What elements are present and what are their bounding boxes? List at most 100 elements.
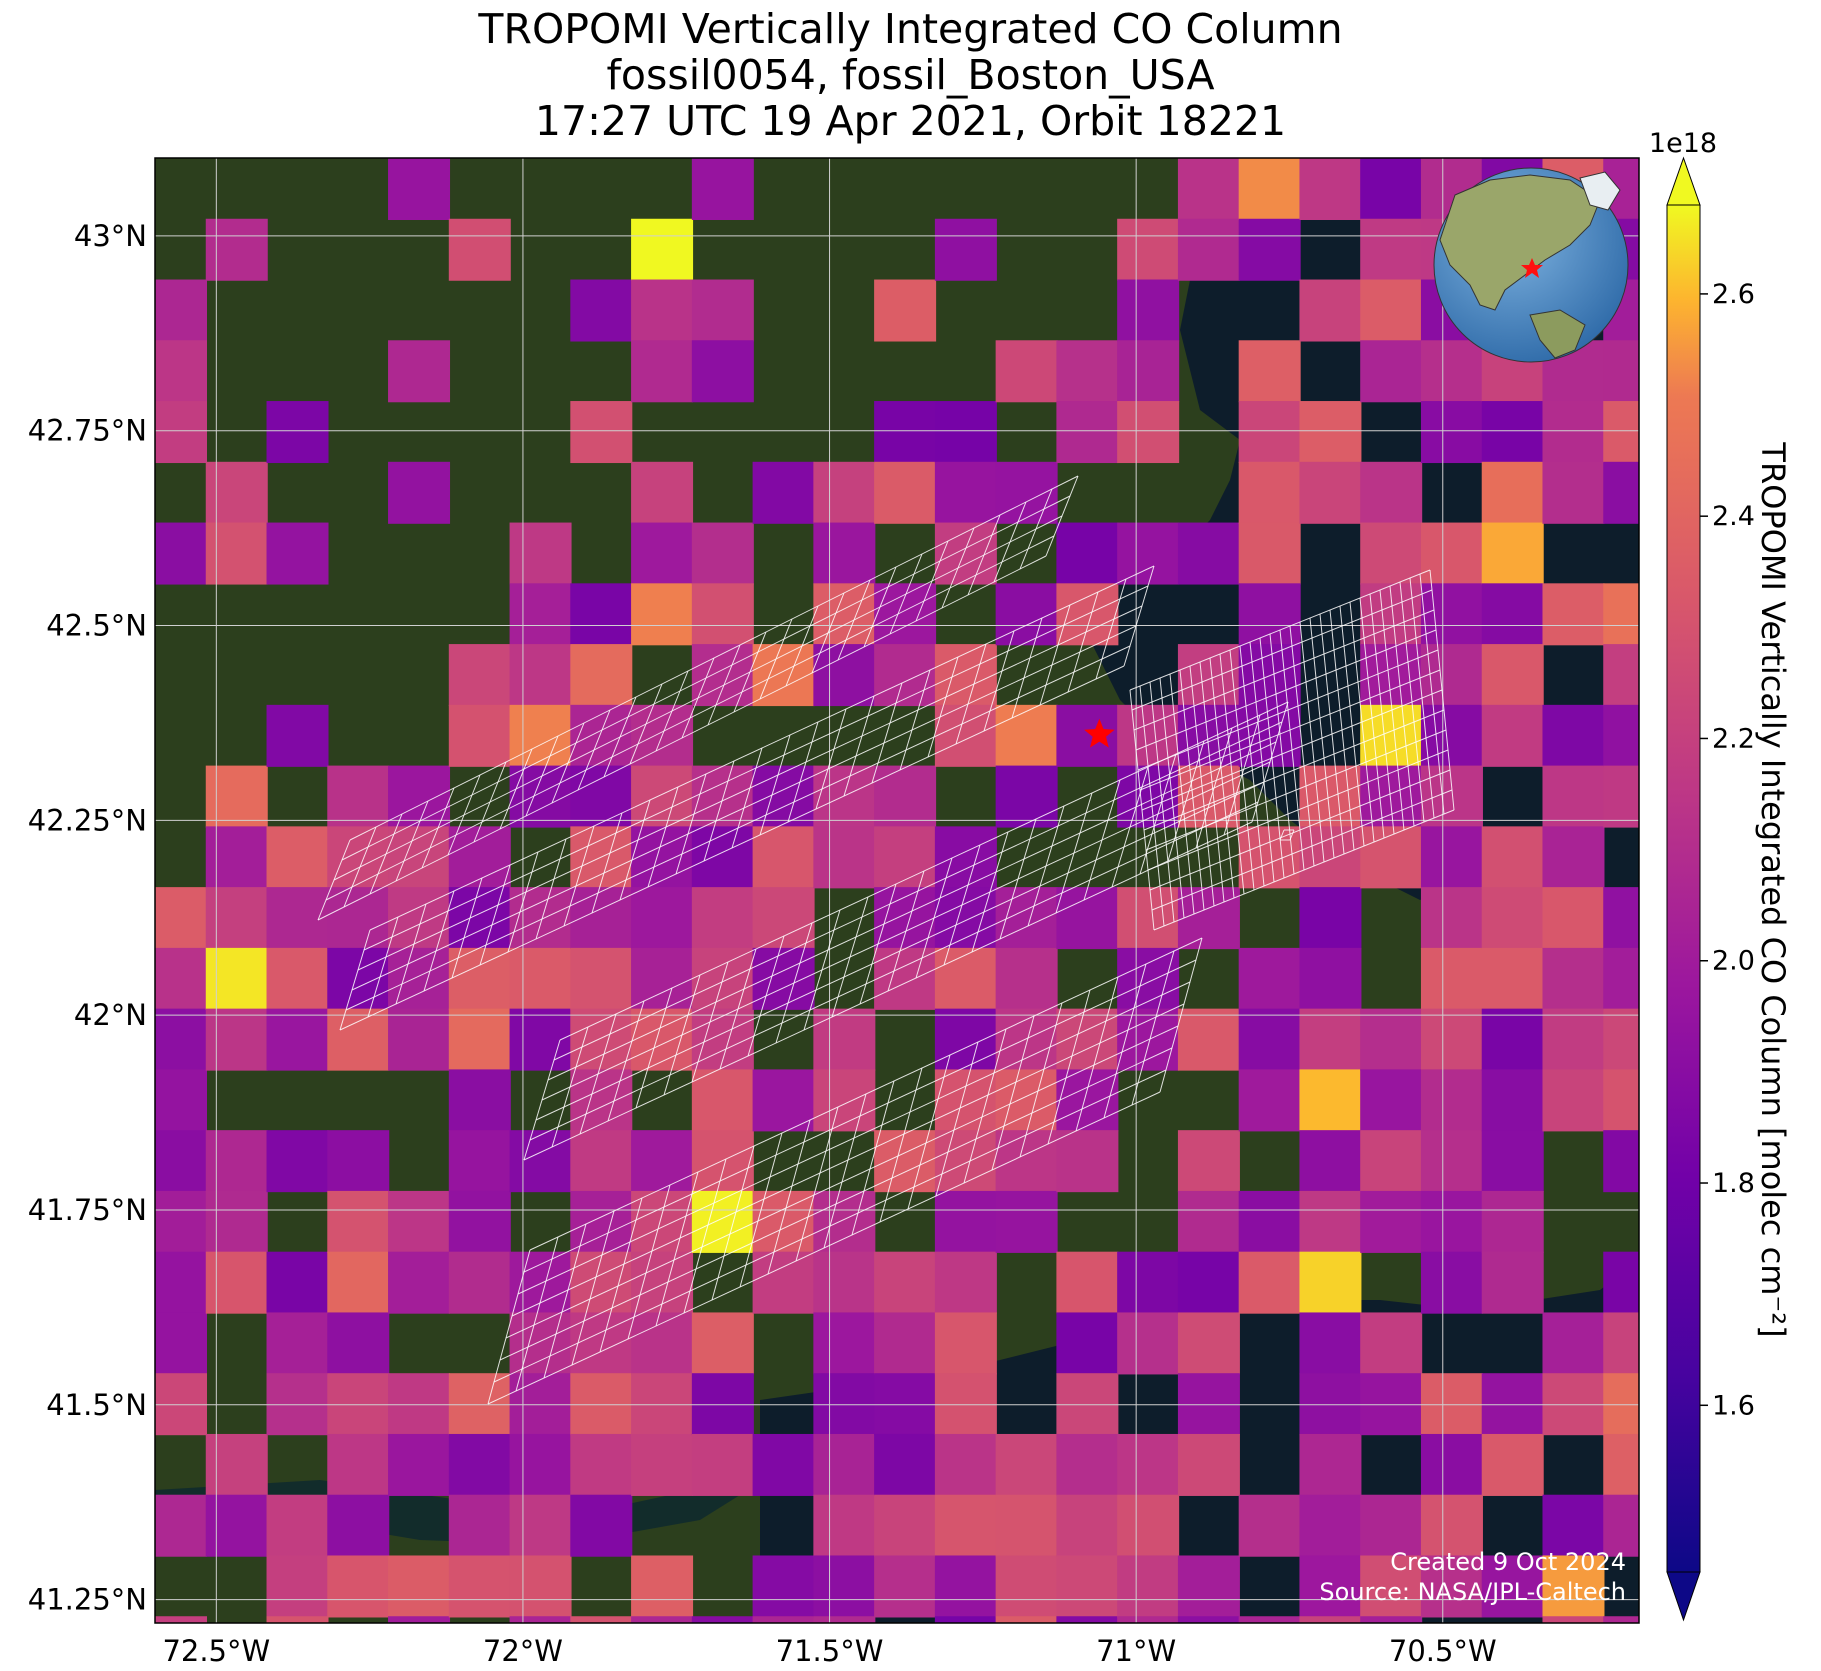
co-pixel [570, 1190, 633, 1253]
created-credit: Created 9 Oct 2024 [1390, 1548, 1626, 1576]
co-pixel [813, 1555, 876, 1618]
co-pixel [874, 1433, 937, 1496]
co-pixel [1177, 1433, 1240, 1496]
co-pixel [266, 1555, 329, 1618]
co-pixel [934, 1008, 997, 1071]
footprint-line [675, 773, 707, 875]
co-pixel [155, 1494, 207, 1557]
co-pixel [570, 947, 633, 1010]
co-pixel [1117, 340, 1180, 403]
footprint-line [795, 1106, 839, 1262]
co-pixel [388, 765, 451, 828]
co-pixel [448, 1069, 511, 1132]
footprint-line [627, 1184, 671, 1340]
co-pixel [813, 1008, 876, 1071]
co-pixel [327, 1433, 390, 1496]
co-pixel [934, 1130, 997, 1193]
co-pixel [205, 218, 268, 281]
co-pixel [1238, 1251, 1301, 1314]
co-pixel [1117, 1616, 1180, 1623]
colorbar-multiplier: 1e18 [1649, 128, 1717, 159]
co-pixel [1481, 1069, 1544, 1132]
co-pixel [570, 1130, 633, 1193]
co-pixel [266, 887, 329, 950]
co-pixel [934, 704, 997, 767]
co-pixel [1420, 765, 1483, 828]
co-pixel [388, 826, 451, 889]
co-pixel [874, 279, 937, 342]
co-pixel [631, 340, 694, 403]
co-pixel [1360, 1190, 1423, 1253]
co-pixel [874, 1373, 937, 1436]
footprint-line [547, 741, 1277, 1081]
footprint-line [767, 1119, 811, 1275]
co-pixel [1299, 1312, 1362, 1375]
co-pixel [266, 947, 329, 1010]
co-pixel [752, 1616, 815, 1623]
co-pixel [934, 1373, 997, 1436]
co-pixel [1603, 947, 1639, 1010]
co-pixel [1481, 461, 1544, 524]
co-pixel [388, 158, 451, 220]
co-pixel [631, 1373, 694, 1436]
co-pixel [327, 887, 390, 950]
co-pixel [1177, 1190, 1240, 1253]
co-pixel [874, 1251, 937, 1314]
target-footprint-grid [317, 475, 1455, 1405]
footprint-line [535, 781, 1265, 1121]
co-pixel [934, 887, 997, 950]
co-pixel [570, 1373, 633, 1436]
co-pixel [995, 704, 1058, 767]
co-pixel [995, 1494, 1058, 1557]
co-pixel [1117, 1433, 1180, 1496]
co-pixel [266, 1130, 329, 1193]
colorbar-bar [1666, 204, 1701, 1573]
colorbar-extend-min [1666, 1571, 1701, 1622]
co-pixel [155, 340, 207, 403]
x-tick-label: 71.5°W [776, 1634, 884, 1668]
footprint-line [1289, 829, 1295, 841]
footprint-line [1047, 989, 1091, 1145]
co-pixel [1299, 158, 1362, 220]
co-pixel [1603, 1494, 1639, 1557]
footprint-line [479, 864, 511, 966]
co-pixel [1481, 1555, 1544, 1618]
co-pixel [1481, 1130, 1544, 1193]
footprint-line [523, 959, 1197, 1273]
co-pixel [1056, 704, 1119, 767]
footprint-line [1149, 769, 1451, 891]
co-pixel [1481, 401, 1544, 464]
footprint-line [423, 890, 455, 992]
y-tick-label: 42.25°N [28, 803, 147, 837]
footprint-line [1139, 669, 1441, 791]
footprint-line [451, 877, 483, 979]
co-pixel [205, 826, 268, 889]
co-pixel [1238, 461, 1301, 524]
co-pixel [874, 1494, 937, 1557]
colorbar-tick-label: 1.8 [1712, 1168, 1755, 1199]
x-tick-label: 72.5°W [162, 1634, 270, 1668]
co-pixel [691, 522, 754, 585]
co-pixel [934, 401, 997, 464]
co-pixel [1420, 644, 1483, 707]
footprint-line [541, 761, 1271, 1101]
co-pixel [1117, 522, 1180, 585]
co-pixel [1056, 1312, 1119, 1375]
co-pixel [691, 1312, 754, 1375]
co-pixel [1177, 1312, 1240, 1375]
co-pixel [691, 1008, 754, 1071]
co-pixel [874, 1555, 937, 1618]
co-pixel [266, 1008, 329, 1071]
co-pixel [448, 1555, 511, 1618]
footprint-line [517, 981, 1191, 1295]
co-pixel [1299, 1494, 1362, 1557]
co-pixel [1420, 1433, 1483, 1496]
co-pixel [155, 1069, 207, 1132]
y-tick-label: 41.75°N [28, 1193, 147, 1227]
co-pixel [509, 1433, 572, 1496]
co-pixel [874, 461, 937, 524]
footprint-line [647, 786, 679, 888]
footprint-line [367, 916, 399, 1018]
co-pixel [1603, 704, 1639, 767]
co-pixel [691, 1616, 754, 1623]
